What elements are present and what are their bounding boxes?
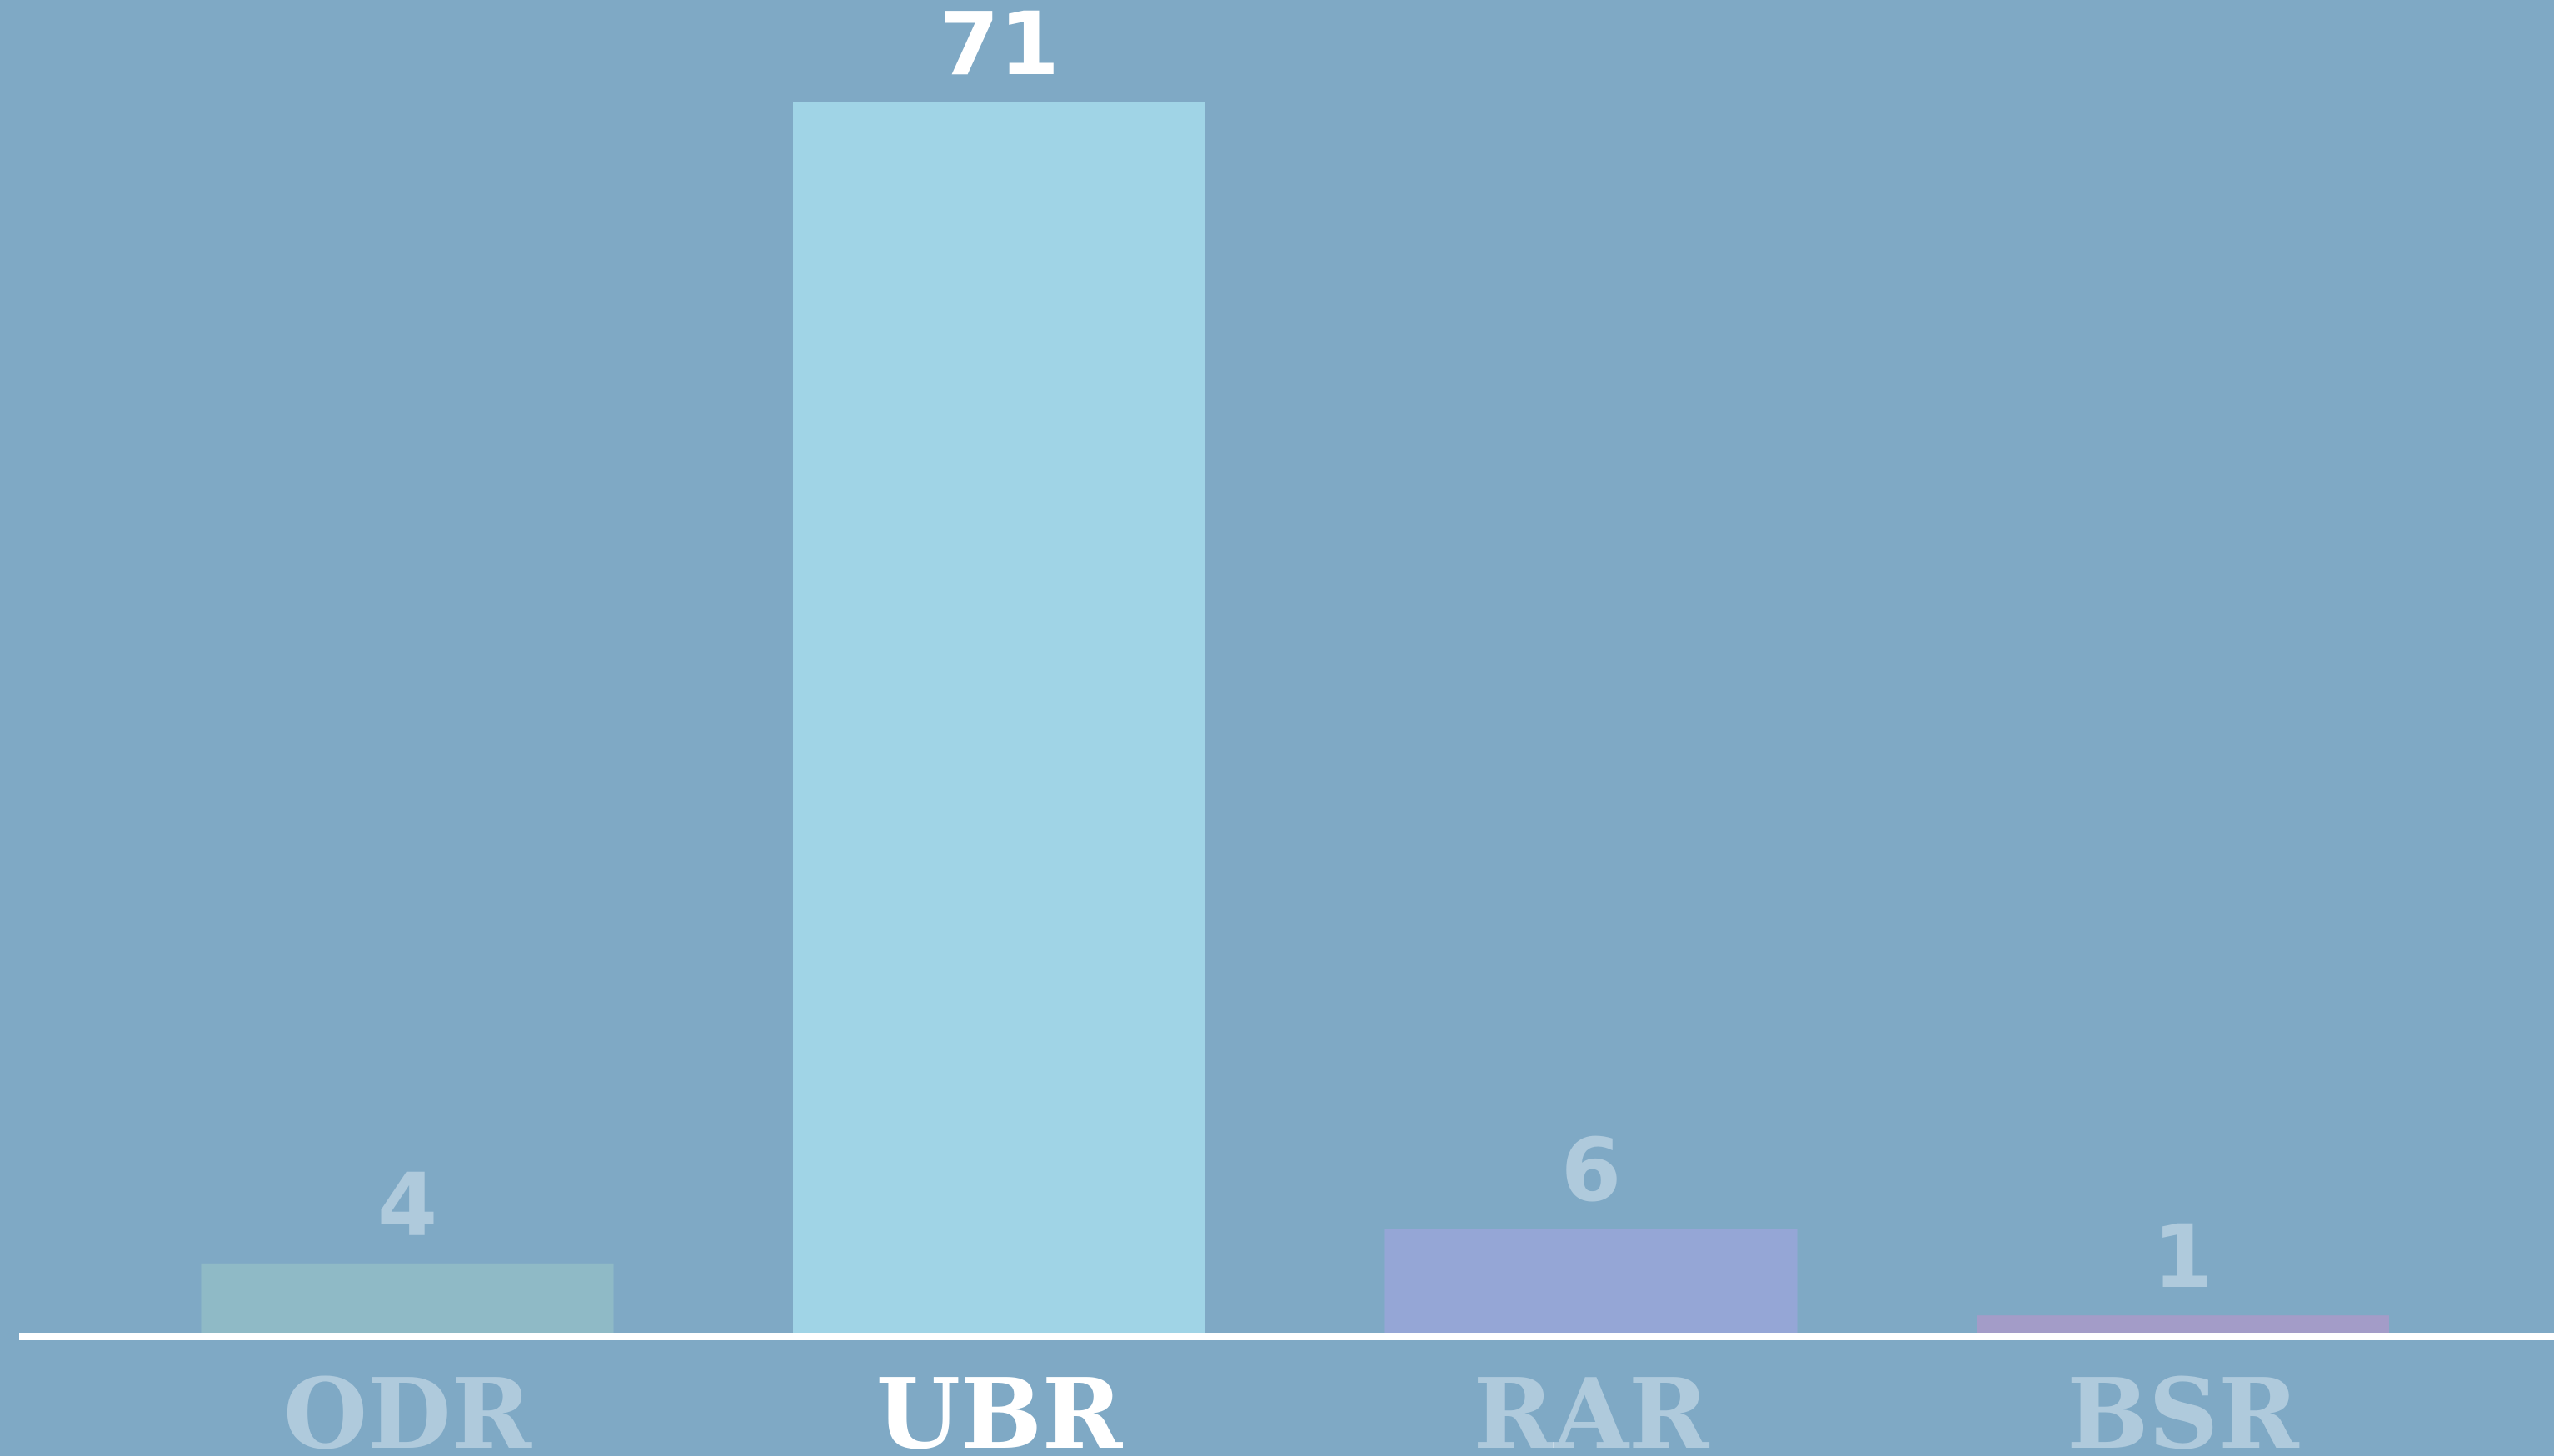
x-tick-label: UBR: [876, 1358, 1124, 1456]
value-label: 71: [939, 0, 1060, 95]
value-label: 6: [1561, 1119, 1621, 1221]
value-label: 4: [377, 1154, 437, 1256]
x-tick-label: ODR: [283, 1358, 533, 1456]
bar: [1384, 1229, 1798, 1333]
bar: [1977, 1315, 2389, 1333]
baseline: [19, 1333, 2554, 1340]
value-label: 1: [2152, 1206, 2212, 1308]
x-tick-label: RAR: [1474, 1358, 1710, 1456]
bar: [793, 102, 1205, 1333]
x-tick-label: BSR: [2067, 1358, 2300, 1456]
bar: [201, 1263, 614, 1333]
